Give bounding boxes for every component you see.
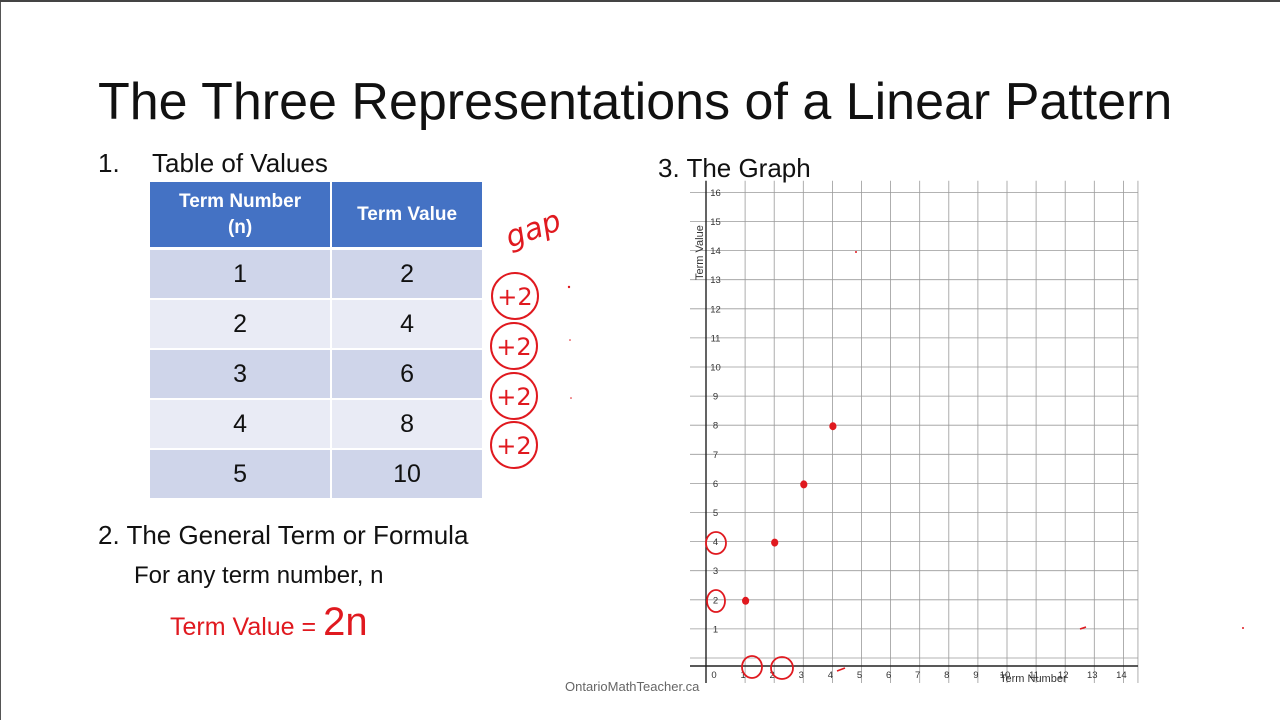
y-tick-label: 3	[713, 566, 718, 577]
table-row: 5 10	[150, 450, 482, 500]
slide-left-edge	[0, 0, 1, 720]
slide-title: The Three Representations of a Linear Pa…	[98, 73, 1173, 131]
data-point	[800, 480, 808, 489]
x-tick-label: 6	[886, 670, 891, 681]
y-tick-label: 6	[713, 479, 718, 490]
x-tick-label: 13	[1087, 670, 1098, 681]
table-row: 4 8	[150, 400, 482, 450]
x-tick-label: 1	[740, 670, 745, 681]
section3-title: 3. The Graph	[658, 153, 811, 183]
x-tick-label: 2	[770, 670, 775, 681]
gap-annotation: gap	[501, 203, 566, 255]
table-row: 1 2	[150, 250, 482, 300]
data-point	[771, 538, 779, 547]
difference-circle	[490, 421, 538, 469]
watermark: OntarioMathTeacher.ca	[565, 679, 700, 694]
section2-subtitle: For any term number, n	[134, 562, 384, 589]
data-points	[742, 422, 837, 605]
x-tick-label: 14	[1116, 670, 1127, 681]
y-tick-label: 16	[710, 188, 721, 199]
slide-top-edge	[0, 0, 1280, 2]
y-tick-label: 8	[713, 421, 718, 432]
x-tick-label: 4	[828, 670, 833, 681]
x-tick-label: 0	[711, 670, 716, 681]
cell-term-number: 3	[150, 350, 333, 400]
x-axis-label: Term Number	[1000, 673, 1067, 685]
cell-term-number: 4	[150, 400, 333, 450]
section1-number: 1.	[98, 148, 120, 178]
y-tick-label: 5	[713, 508, 718, 519]
x-tick-label: 11	[1029, 670, 1039, 681]
difference-circle	[491, 272, 539, 320]
term-value-graph: 101234567891011121314 123456789101112131…	[690, 180, 1139, 685]
y-tick-label: 1	[713, 624, 718, 635]
section1-title: Table of Values	[152, 148, 328, 178]
data-point	[829, 422, 837, 431]
x-tick-label: 12	[1058, 670, 1069, 681]
table-of-values: Term Number (n) Term Value 1 2 2 4 3 6 4 …	[150, 182, 482, 500]
formula: Term Value = 2n	[170, 600, 368, 645]
formula-value: 2n	[323, 600, 368, 644]
y-tick-label: 13	[710, 275, 721, 286]
cell-term-number: 1	[150, 250, 333, 300]
table-header-row: Term Number (n) Term Value	[150, 182, 482, 250]
section2-title: 2. The General Term or Formula	[98, 520, 469, 550]
ink-dot	[570, 397, 572, 399]
y-tick-label: 7	[713, 450, 718, 461]
y-tick-label: 12	[710, 304, 721, 315]
y-tick-label: 10	[710, 363, 721, 374]
y-tick-label: 11	[711, 333, 721, 344]
cell-term-value: 4	[332, 300, 482, 350]
header-term-value: Term Value	[332, 182, 482, 250]
difference-label: +2	[496, 333, 531, 361]
table-row: 2 4	[150, 300, 482, 350]
x-tick-label: 8	[944, 670, 949, 681]
cell-term-value: 2	[332, 250, 482, 300]
difference-label: +2	[497, 283, 532, 311]
header-term-number: Term Number (n)	[150, 182, 333, 250]
y-tick-label: 15	[710, 217, 721, 228]
x-tick-label: 9	[973, 670, 978, 681]
difference-label: +2	[496, 432, 531, 460]
y-axis-label: Term Value	[694, 225, 706, 280]
cell-term-value: 6	[332, 350, 482, 400]
data-point	[742, 596, 750, 605]
formula-label: Term Value =	[170, 613, 324, 641]
ink-dot	[569, 339, 571, 341]
difference-label: +2	[496, 383, 531, 411]
ink-dot	[567, 285, 571, 289]
cell-term-value: 8	[332, 400, 482, 450]
graph-grid	[690, 180, 1139, 683]
y-tick-label: 4	[713, 537, 718, 548]
x-tick-label: 7	[915, 670, 920, 681]
x-tick-label: 5	[857, 670, 862, 681]
cell-term-number: 5	[150, 450, 333, 500]
ink-dot	[1242, 627, 1244, 629]
x-tick-label: 10	[1000, 670, 1011, 681]
y-tick-label: 14	[710, 246, 721, 257]
cell-term-value: 10	[332, 450, 482, 500]
cell-term-number: 2	[150, 300, 333, 350]
difference-circle	[490, 322, 538, 370]
y-tick-label: 2	[713, 595, 718, 606]
graph-axes	[690, 180, 1138, 683]
y-tick-label: 9	[713, 392, 718, 403]
difference-circle	[490, 372, 538, 420]
table-row: 3 6	[150, 350, 482, 400]
x-tick-label: 3	[799, 670, 804, 681]
